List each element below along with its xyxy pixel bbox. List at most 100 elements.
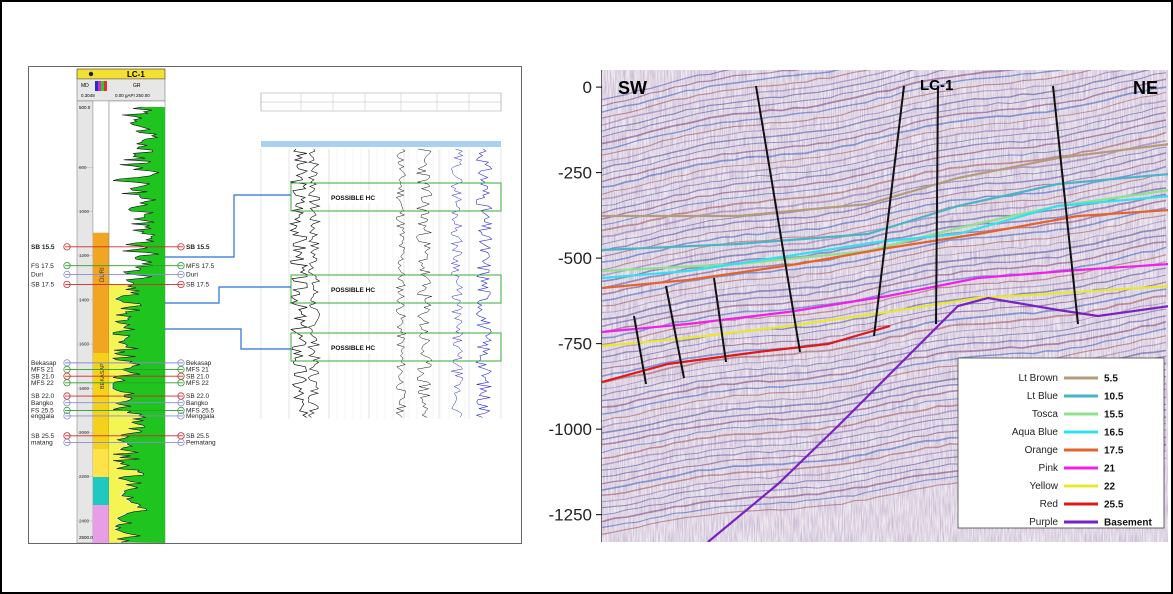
zoom-log-panel: POSSIBLE HC POSSIBLE HC POSSIBLE HC xyxy=(260,92,502,419)
hc-label-bg xyxy=(329,283,379,295)
depth-tick-label: 800 xyxy=(79,165,87,170)
connector-lines xyxy=(165,194,291,350)
gr-header-label: GR xyxy=(133,83,141,89)
depth-tick-label: 1600 xyxy=(79,342,90,347)
ne-label: NE xyxy=(1133,78,1158,98)
marker-right-circle-icon xyxy=(177,270,185,279)
hc-label: POSSIBLE HC xyxy=(331,195,375,202)
marker-right-circle-icon xyxy=(177,379,185,387)
marker-right-label: SB 15.5 xyxy=(186,244,210,251)
y-axis-tick-label: -1250 xyxy=(549,506,592,525)
legend-name: Pink xyxy=(1039,463,1059,474)
depth-tick-label: 2400 xyxy=(79,518,90,523)
marker-left-label: SB 25.5 xyxy=(31,433,55,440)
depth-tick-label: 1400 xyxy=(79,297,90,302)
marker-right-circle-icon xyxy=(177,399,185,407)
fault-lines xyxy=(633,85,1079,385)
fault-line xyxy=(935,85,939,325)
legend-name: Red xyxy=(1040,499,1058,510)
marker-right-label: SB 17.5 xyxy=(186,282,210,289)
y-axis-tick-label: -1000 xyxy=(549,420,592,439)
gr-curve xyxy=(111,106,160,543)
seismic-panel: 0 -250 -500 -750 -1000 -1250 SW NE LC-1 Lt Br… xyxy=(538,66,1170,542)
formation-pematang-block xyxy=(93,505,109,543)
marker-right-label: SB 21.0 xyxy=(186,373,210,380)
marker-left-label: FS 25.5 xyxy=(31,408,54,415)
y-axis-tick-label: -750 xyxy=(558,335,592,354)
legend-value: Basement xyxy=(1104,518,1152,529)
sw-label: SW xyxy=(618,78,647,98)
formation-bangko-block xyxy=(93,449,109,477)
legend-name: Tosca xyxy=(1032,409,1059,420)
formation-top-blank xyxy=(92,100,110,234)
marker-right-circle-icon xyxy=(177,412,185,420)
marker-left-label: MFS 21 xyxy=(31,367,54,374)
connector-line-3 xyxy=(165,328,291,350)
depth-tick-label: 2200 xyxy=(79,474,90,479)
hc-label-bg xyxy=(329,341,379,353)
depth-tick-group: 800 1000 1200 1400 1600 1800 2000 2200 2400 xyxy=(77,165,93,523)
top-depth-label: 500.0 xyxy=(79,105,91,110)
horizon-line xyxy=(707,296,1168,542)
marker-right-label: Duri xyxy=(186,272,198,279)
formation-duri-block xyxy=(93,233,109,353)
legend-name: Lt Blue xyxy=(1027,391,1059,402)
color-key-green xyxy=(101,81,104,91)
marker-left-circle-icon xyxy=(63,438,71,447)
well-symbol-icon xyxy=(88,71,94,77)
horizon-lines xyxy=(602,143,1168,542)
marker-right-label: MFS 17.5 xyxy=(186,263,215,270)
well-log-panel: LC-1 MD 0.3048 GR 0.00 gAPI 250.00 500.0… xyxy=(28,66,522,544)
gr-scale-label: 0.00 gAPI 250.00 xyxy=(115,93,150,98)
depth-tick-label: 1800 xyxy=(79,386,90,391)
marker-right-label: MFS 25.5 xyxy=(186,408,215,415)
marker-left-circle-icon xyxy=(63,280,71,289)
marker-right-label: Bekasap xyxy=(186,360,212,367)
fault-line xyxy=(665,285,685,379)
formation-menggala-block xyxy=(93,477,109,505)
horizon-legend: Lt Brown 5.5 Lt Blue 10.5 Tosca 15.5 Aqua Blue… xyxy=(957,357,1165,529)
marker-left-label: Bekasap xyxy=(31,360,57,367)
legend-value: 16.5 xyxy=(1104,428,1124,439)
marker-left-label: SB 17.5 xyxy=(31,282,55,289)
color-key-blue xyxy=(95,81,98,91)
y-axis-tick-label: 0 xyxy=(583,78,592,97)
marker-left-label: MFS 22 xyxy=(31,380,54,387)
depth-tick-label: 1200 xyxy=(79,253,90,258)
seismic-svg: 0 -250 -500 -750 -1000 -1250 SW NE LC-1 Lt Br… xyxy=(549,70,1168,542)
color-key-pink xyxy=(98,81,101,91)
legend-value: 15.5 xyxy=(1104,410,1124,421)
horizon-line xyxy=(602,324,891,384)
gr-sand-fill xyxy=(109,284,145,543)
marker-left-label: SB 21.0 xyxy=(31,373,55,380)
marker-right-label: SB 25.5 xyxy=(186,433,210,440)
md-scale-label: 0.3048 xyxy=(81,93,95,98)
fault-line xyxy=(1052,85,1079,325)
legend-name: Lt Brown xyxy=(1019,373,1058,384)
legend-value: 21 xyxy=(1104,464,1116,475)
marker-right-circle-icon xyxy=(177,438,185,447)
zoom-curves xyxy=(289,148,493,418)
legend-name: Yellow xyxy=(1029,481,1058,492)
marker-left-label: matang xyxy=(31,440,53,447)
marker-right-label: Bangko xyxy=(186,400,208,407)
connector-line-1 xyxy=(165,194,291,258)
hc-label: POSSIBLE HC xyxy=(331,287,375,294)
legend-name: Orange xyxy=(1025,445,1059,456)
well-name-label: LC-1 xyxy=(127,70,145,79)
fault-line xyxy=(873,85,905,337)
marker-right-label: Pematang xyxy=(186,440,216,447)
hc-label-bg xyxy=(329,191,379,203)
marker-left-circle-icon xyxy=(63,399,71,407)
marker-right-circle-icon xyxy=(177,243,185,251)
md-header-label: MD xyxy=(81,83,89,89)
legend-value: 22 xyxy=(1104,482,1116,493)
marker-left-label: FS 17.5 xyxy=(31,263,54,270)
legend-value: 17.5 xyxy=(1104,446,1124,457)
fault-line xyxy=(713,277,727,363)
legend-value: 10.5 xyxy=(1104,392,1124,403)
y-axis-ticks: 0 -250 -500 -750 -1000 -1250 xyxy=(549,78,602,525)
horizon-line xyxy=(602,285,1168,348)
zoom-header-bar xyxy=(261,141,501,147)
fault-line xyxy=(633,315,647,385)
